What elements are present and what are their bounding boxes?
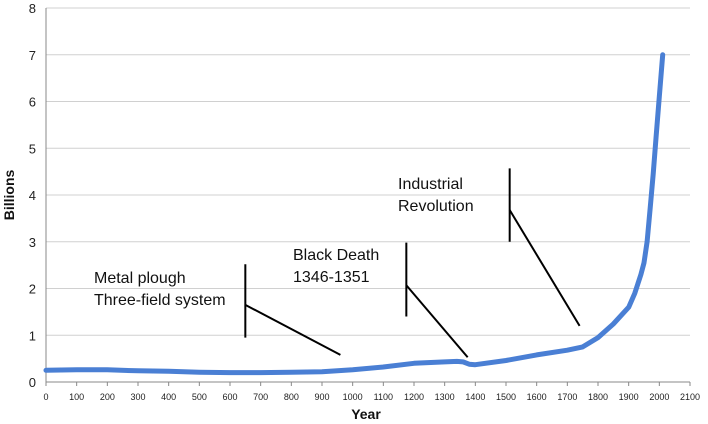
x-tick-label: 1400 xyxy=(465,392,485,402)
x-tick-label: 1200 xyxy=(404,392,424,402)
x-tick-label: 1700 xyxy=(557,392,577,402)
annotation-pointer xyxy=(405,284,469,358)
x-tick-label: 200 xyxy=(100,392,115,402)
axes xyxy=(45,8,691,386)
annotation-pointer xyxy=(244,303,341,356)
y-tick-label: 0 xyxy=(29,375,36,390)
annotations: Metal plough Three-field system Black Deat… xyxy=(94,168,581,358)
x-tick-label: 0 xyxy=(43,392,48,402)
x-tick-label: 1800 xyxy=(588,392,608,402)
y-axis-title: Billions xyxy=(1,170,17,221)
annotation-label: Revolution xyxy=(398,198,474,215)
gridlines xyxy=(46,7,690,336)
x-tick-label: 100 xyxy=(69,392,84,402)
y-tick-label: 7 xyxy=(29,48,36,63)
x-tick-label: 900 xyxy=(314,392,329,402)
annotation-label: Industrial xyxy=(398,176,463,193)
x-tick-label: 1900 xyxy=(619,392,639,402)
x-tick-label: 300 xyxy=(130,392,145,402)
y-tick-label: 5 xyxy=(29,141,36,156)
y-tick-label: 6 xyxy=(29,95,36,110)
x-tick-label: 2100 xyxy=(680,392,700,402)
y-tick-label: 8 xyxy=(29,1,36,16)
y-tick-label: 3 xyxy=(29,235,36,250)
annotation-pointer xyxy=(508,209,581,327)
x-tick-label: 1000 xyxy=(343,392,363,402)
x-tick-label: 600 xyxy=(222,392,237,402)
annotation-label: 1346-1351 xyxy=(293,269,370,286)
x-tick-label: 1600 xyxy=(527,392,547,402)
annotation-label: Black Death xyxy=(293,247,379,264)
series-group xyxy=(43,52,666,376)
y-tick-label: 4 xyxy=(29,188,36,203)
x-tick-label: 1100 xyxy=(374,392,393,402)
population-line xyxy=(43,52,666,376)
x-tick-label: 400 xyxy=(161,392,176,402)
x-tick-label: 500 xyxy=(192,392,207,402)
y-tick-label: 1 xyxy=(29,328,36,343)
annotation-label: Three-field system xyxy=(94,292,226,309)
x-tick-label: 2000 xyxy=(649,392,669,402)
x-tick-label: 1500 xyxy=(496,392,516,402)
tick-labels: 0 1 2 3 4 5 6 7 8 0 100 200 300 400 500 600 700 800 900 100… xyxy=(29,1,700,402)
x-tick-label: 1300 xyxy=(435,392,455,402)
x-axis-title: Year xyxy=(351,406,381,422)
annotation-label: Metal plough xyxy=(94,270,186,287)
x-tick-label: 700 xyxy=(253,392,268,402)
y-tick-label: 2 xyxy=(29,282,36,297)
x-tick-label: 800 xyxy=(284,392,299,402)
